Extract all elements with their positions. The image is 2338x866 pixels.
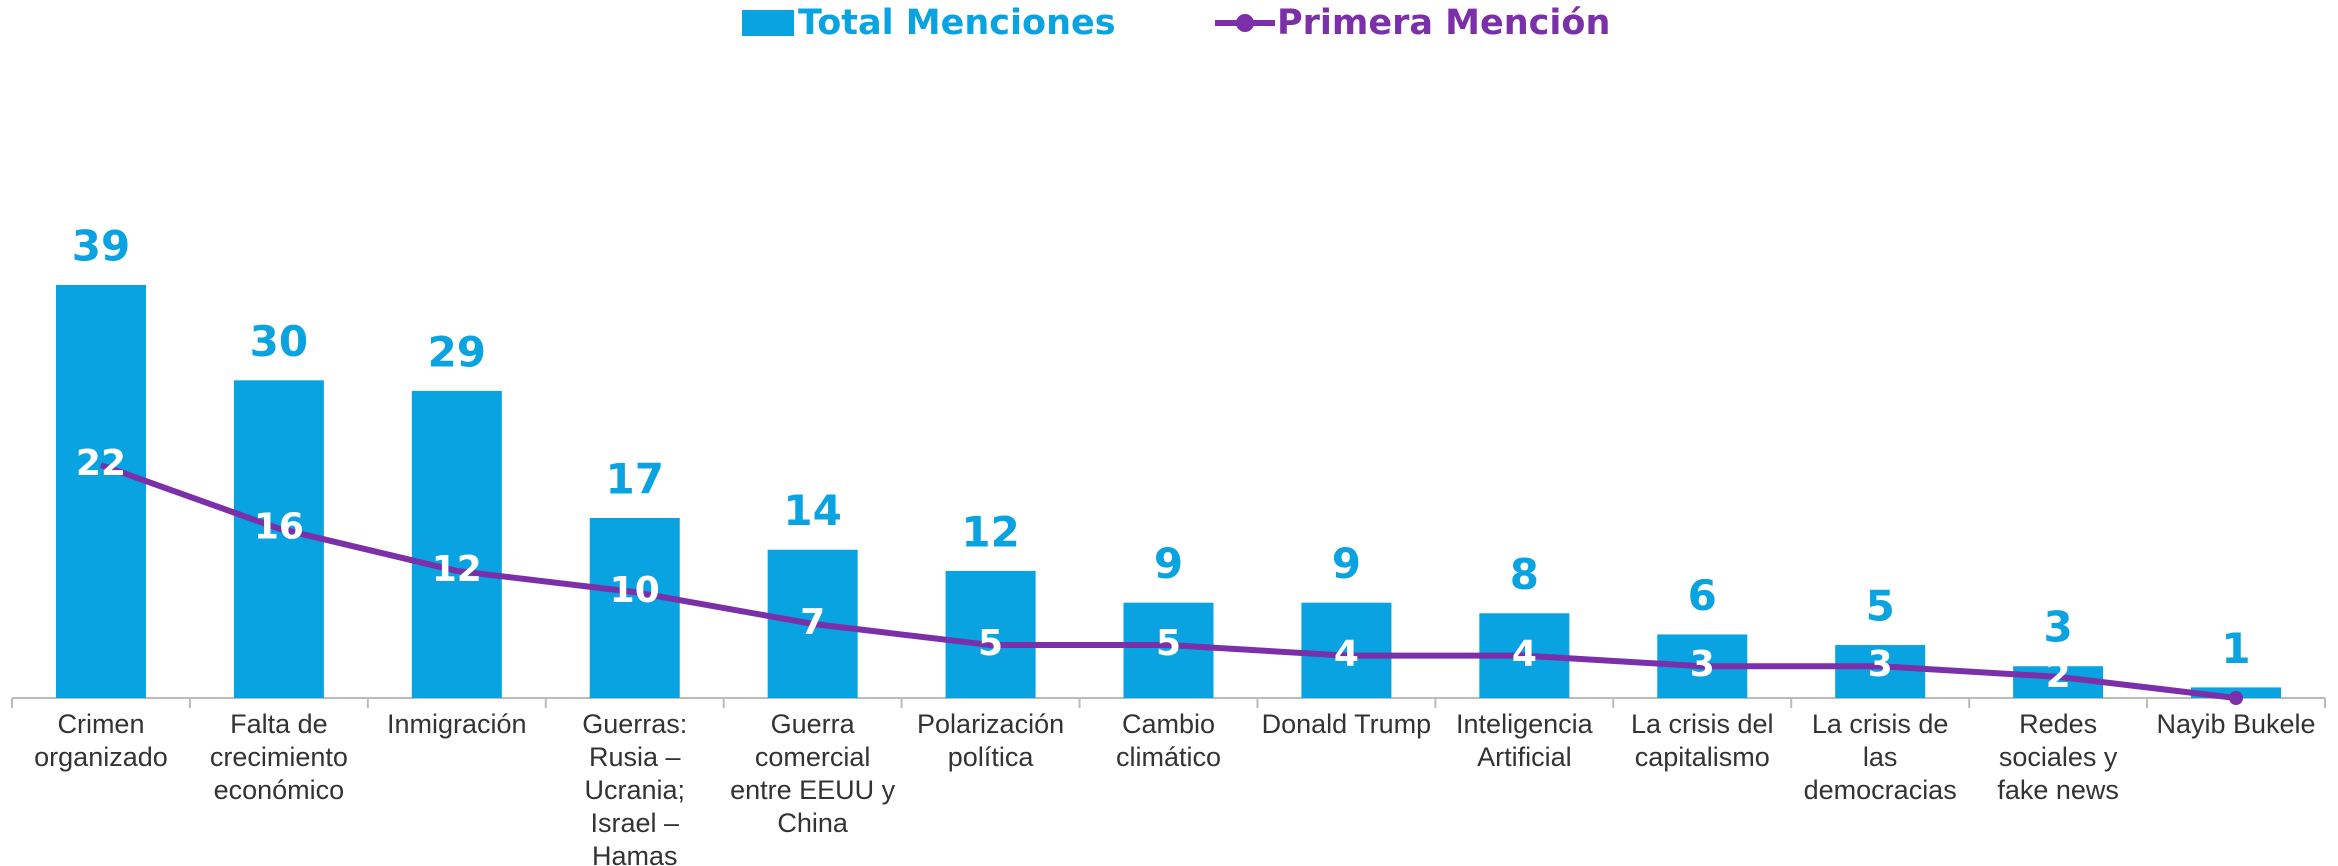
bar-value-label: 6	[1688, 571, 1717, 620]
bar-value-label: 1	[2221, 624, 2250, 673]
line-value-label: 16	[254, 507, 304, 548]
bar	[945, 570, 1036, 698]
line-value-label: 4	[1334, 634, 1359, 675]
bar	[1835, 645, 1926, 698]
legend-symbol	[1215, 0, 1275, 46]
legend-label: Primera Mención	[1277, 3, 1611, 43]
bar-value-label: 3	[2043, 603, 2072, 652]
x-tick-label: Redes sociales y fake news	[1997, 709, 2119, 805]
x-tick-label: Falta de crecimiento económico	[209, 709, 348, 805]
line-value-label: 3	[1690, 644, 1715, 685]
legend-symbol	[742, 0, 794, 46]
line-value-label: 2	[2046, 655, 2071, 696]
bar-value-label: 39	[72, 222, 130, 271]
line-value-label: 22	[76, 443, 126, 484]
line-value-label: 4	[1512, 634, 1537, 675]
x-tick-label: Inmigración	[387, 709, 527, 739]
x-tick-label: Polarización política	[917, 709, 1065, 772]
line-value-label: 5	[1156, 623, 1181, 664]
bar-value-label: 12	[961, 507, 1019, 556]
bar-value-label: 9	[1332, 539, 1361, 588]
x-tick-label: Inteligencia Artificial	[1456, 709, 1593, 772]
bar-value-label: 17	[606, 454, 664, 503]
bar-value-label: 9	[1154, 539, 1183, 588]
x-tick-label: Guerra comercial entre EEUU y China	[730, 709, 896, 838]
bar	[1123, 602, 1214, 698]
bar-value-label: 8	[1510, 550, 1539, 599]
bar	[55, 285, 146, 698]
bar-value-label: 5	[1866, 582, 1895, 631]
legend-label: Total Menciones	[798, 3, 1116, 43]
line	[99, 462, 2237, 701]
line-value-label: 5	[978, 623, 1003, 664]
bar-value-label: 30	[250, 317, 308, 366]
bar	[589, 517, 680, 698]
line-value-label: 7	[800, 602, 825, 643]
bar	[233, 380, 324, 698]
x-tick-label: Crimen organizado	[34, 709, 168, 772]
x-tick-label: Nayib Bukele	[2156, 709, 2316, 739]
line-value-label: 3	[1868, 644, 1893, 685]
bar	[1301, 602, 1392, 698]
x-tick-label: Donald Trump	[1261, 709, 1432, 739]
line-value-label: 10	[610, 570, 660, 611]
line-point	[2229, 691, 2244, 705]
x-tick-label: La crisis del capitalismo	[1630, 709, 1774, 772]
line-value-label: 12	[432, 549, 482, 590]
bar-value-label: 14	[783, 486, 841, 535]
bar-value-label: 29	[428, 327, 486, 376]
x-tick-label: Cambio climático	[1115, 709, 1221, 772]
x-tick-label: La crisis de las democracias	[1803, 709, 1957, 805]
x-tick-label: Guerras: Rusia – Ucrania; Israel – Hamas	[582, 709, 688, 866]
bar	[411, 390, 502, 698]
